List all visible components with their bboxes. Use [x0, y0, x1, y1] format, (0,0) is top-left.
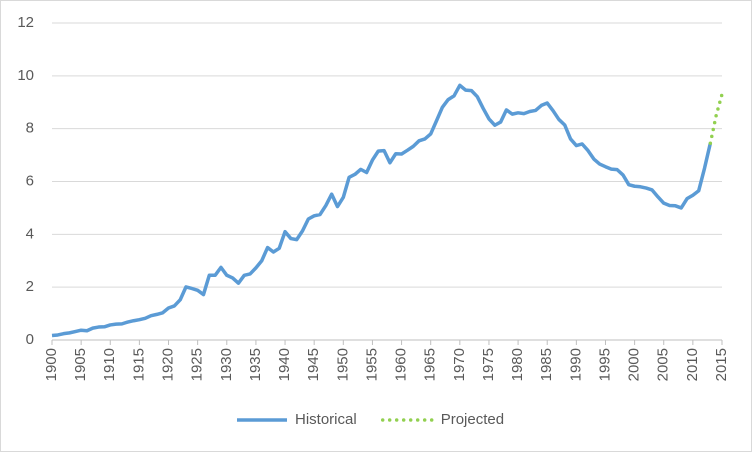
- x-tick-label: 2015: [713, 348, 730, 381]
- x-tick-label: 2000: [626, 348, 643, 381]
- x-tick-label: 1995: [596, 348, 613, 381]
- line-series: [708, 92, 724, 145]
- legend-label: Historical: [295, 411, 357, 428]
- x-tick-label: 1985: [538, 348, 555, 381]
- x-tick-label: 1990: [567, 348, 584, 381]
- y-tick-label: 8: [26, 120, 34, 137]
- x-tick-label: 1915: [130, 348, 147, 381]
- x-tick-label: 1930: [218, 348, 235, 381]
- x-tick-label: 1905: [72, 348, 89, 381]
- x-tick-label: 1920: [159, 348, 176, 381]
- x-tick-label: 1935: [247, 348, 264, 381]
- y-tick-label: 6: [26, 172, 34, 189]
- line-series: [51, 83, 713, 338]
- x-tick-label: 1910: [101, 348, 118, 381]
- x-tick-label: 1925: [189, 348, 206, 381]
- x-tick-label: 1940: [276, 348, 293, 381]
- y-tick-label: 10: [17, 67, 34, 84]
- x-tick-label: 1965: [422, 348, 439, 381]
- x-tick-label: 1980: [509, 348, 526, 381]
- x-tick-label: 1955: [363, 348, 380, 381]
- x-tick-label: 1975: [480, 348, 497, 381]
- y-tick-label: 0: [26, 331, 34, 348]
- y-tick-label: 12: [17, 14, 34, 31]
- y-tick-label: 4: [26, 225, 34, 242]
- x-tick-label: 2005: [655, 348, 672, 381]
- legend-label: Projected: [441, 411, 504, 428]
- x-tick-label: 1960: [393, 348, 410, 381]
- x-tick-label: 1970: [451, 348, 468, 381]
- x-tick-label: 2010: [684, 348, 701, 381]
- x-tick-label: 1950: [334, 348, 351, 381]
- x-tick-label: 1900: [43, 348, 60, 381]
- y-tick-label: 2: [26, 278, 34, 295]
- x-tick-label: 1945: [305, 348, 322, 381]
